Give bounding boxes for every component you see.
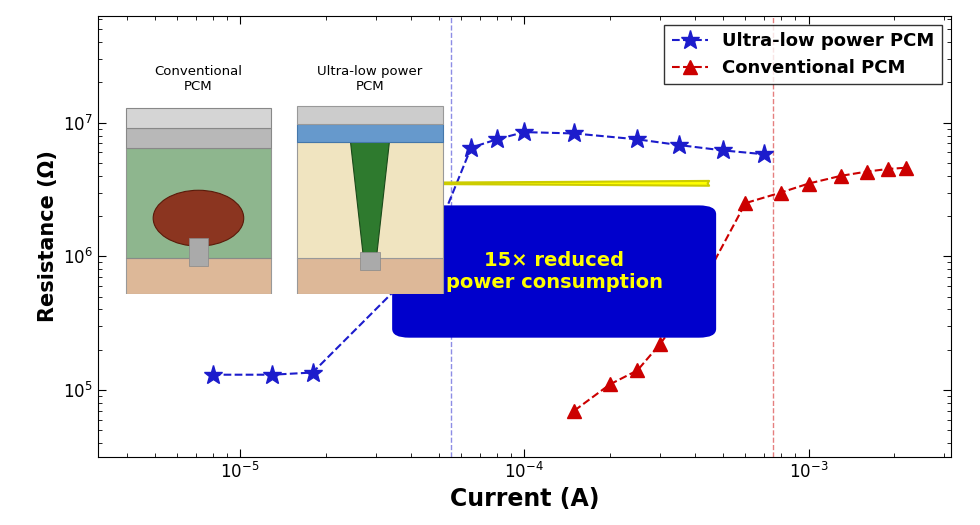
Ultra-low power PCM [491, 136, 503, 142]
Bar [297, 258, 443, 294]
Ellipse shape [153, 190, 244, 246]
Polygon shape [351, 142, 389, 258]
Bar [125, 109, 271, 129]
Ultra-low power PCM [673, 142, 685, 148]
Ultra-low power PCM [207, 372, 219, 378]
Conventional PCM [882, 166, 894, 172]
Bar [361, 252, 379, 270]
Bar [125, 149, 271, 258]
Ultra-low power PCM [631, 136, 643, 142]
Bar [125, 258, 271, 294]
Bar [297, 107, 443, 124]
Conventional PCM [631, 368, 643, 374]
Ultra-low power PCM [307, 370, 318, 376]
Conventional PCM [900, 164, 911, 171]
Conventional PCM [860, 169, 872, 175]
Bar [297, 142, 443, 258]
Ultra-low power PCM [419, 256, 431, 262]
Conventional PCM [690, 293, 702, 300]
Conventional PCM [775, 190, 787, 196]
Ultra-low power PCM [717, 147, 729, 153]
Conventional PCM [740, 200, 752, 206]
Text: 15× reduced
power consumption: 15× reduced power consumption [446, 251, 662, 292]
FancyBboxPatch shape [392, 205, 716, 338]
Bar [297, 124, 443, 142]
Conventional PCM [835, 173, 847, 179]
Title: Conventional
PCM: Conventional PCM [155, 65, 242, 93]
Ultra-low power PCM [466, 144, 477, 151]
Ultra-low power PCM [759, 151, 770, 158]
Conventional PCM [803, 181, 814, 187]
Line: Conventional PCM: Conventional PCM [567, 161, 912, 417]
Ultra-low power PCM [518, 129, 530, 135]
Bar [125, 129, 271, 149]
Legend: Ultra-low power PCM, Conventional PCM: Ultra-low power PCM, Conventional PCM [664, 25, 942, 84]
Ultra-low power PCM [267, 372, 278, 378]
Line: Ultra-low power PCM: Ultra-low power PCM [203, 122, 774, 384]
Conventional PCM [568, 407, 580, 414]
Conventional PCM [654, 341, 665, 348]
Y-axis label: Resistance (Ω): Resistance (Ω) [37, 150, 58, 322]
Bar [189, 238, 208, 266]
X-axis label: Current (A): Current (A) [450, 487, 599, 511]
Ultra-low power PCM [568, 130, 580, 136]
Title: Ultra-low power
PCM: Ultra-low power PCM [318, 65, 422, 93]
Conventional PCM [604, 381, 615, 387]
